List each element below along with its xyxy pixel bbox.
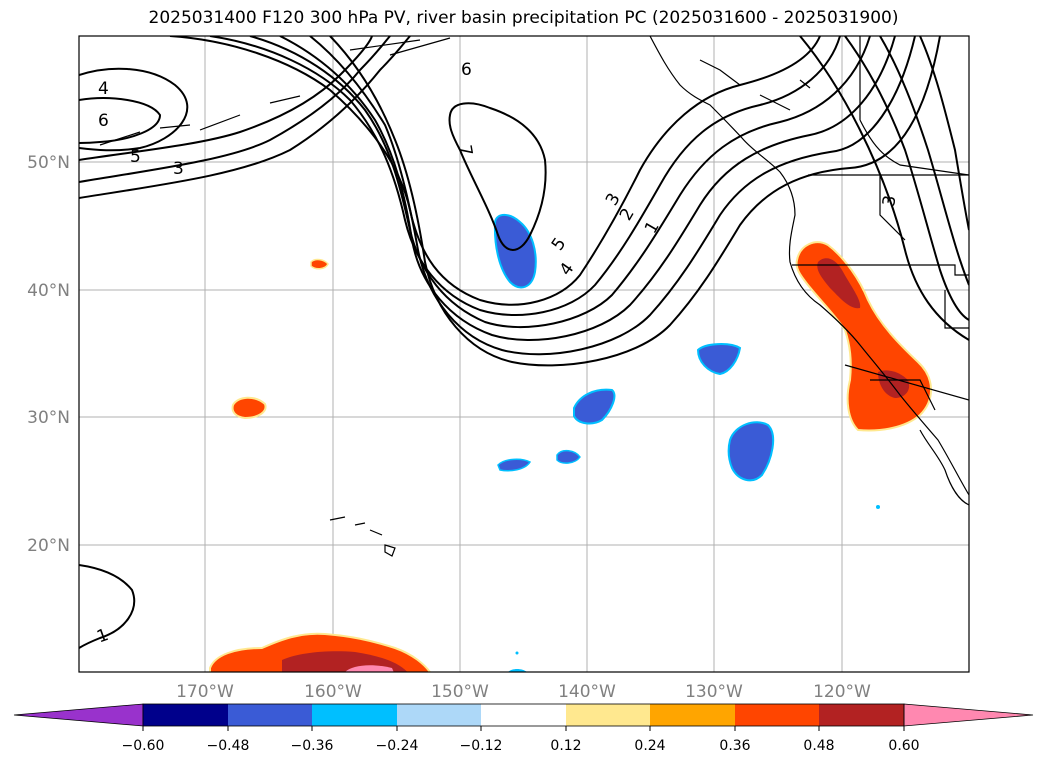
colorbar-segment [143,704,228,726]
contour-label: 5 [548,234,571,254]
colorbar-tick-label: 0.36 [719,738,750,754]
contour-label: 6 [98,111,109,131]
colorbar-segment [819,704,904,726]
colorbar-tick-label: −0.24 [376,738,419,754]
map-panel: 4 6 5 3 6 7 5 4 3 2 1 3 1 [79,36,969,672]
contour-label: 6 [461,60,472,80]
contour-label: 4 [98,79,109,99]
lon-labels: 170°W 160°W 150°W 140°W 130°W 120°W [176,682,871,702]
lat-label: 20°N [27,536,70,556]
colorbar-tick-label: −0.60 [122,738,165,754]
colorbar-tick-label: 0.12 [550,738,581,754]
map-title: 2025031400 F120 300 hPa PV, river basin … [148,8,899,28]
colorbar-segment [735,704,819,726]
positive-precip-areas [209,241,932,672]
contour-label: 4 [556,259,579,279]
colorbar-segment [481,704,566,726]
colorbar-tick-labels: −0.60 −0.48 −0.36 −0.24 −0.12 0.12 0.24 … [122,738,920,754]
lon-label: 130°W [685,682,743,702]
lat-label: 50°N [27,153,70,173]
contour-label: 7 [454,143,476,157]
negative-precip-areas [493,213,880,672]
colorbar-segment [650,704,735,726]
colorbar-segment [397,704,481,726]
colorbar-segment [228,704,312,726]
colorbar-segment [312,704,397,726]
lat-labels: 50°N 40°N 30°N 20°N [27,153,70,556]
contour-label: 1 [94,625,111,647]
lat-label: 40°N [27,281,70,301]
colorbar-tick-label: −0.36 [291,738,334,754]
colorbar-tick-label: −0.48 [207,738,250,754]
lat-label: 30°N [27,408,70,428]
colorbar-segment [566,704,650,726]
contour-label: 5 [130,147,141,167]
contour-label: 3 [879,194,901,208]
colorbar-tick-label: 0.48 [803,738,834,754]
pv-contours [79,36,969,649]
lon-label: 160°W [304,682,362,702]
colorbar-tick-label: −0.12 [460,738,503,754]
lon-label: 140°W [558,682,616,702]
lon-label: 150°W [431,682,489,702]
lon-label: 170°W [176,682,234,702]
contour-labels: 4 6 5 3 6 7 5 4 3 2 1 3 1 [94,60,900,647]
colorbar: −0.60 −0.48 −0.36 −0.24 −0.12 0.12 0.24 … [13,703,1034,754]
map-frame [78,35,970,673]
contour-label: 3 [173,159,184,179]
contour-label: 1 [641,218,664,237]
coastlines [99,36,969,557]
colorbar-tick-label: 0.24 [634,738,665,754]
colorbar-extend-left [13,703,144,727]
colorbar-tick-label: 0.60 [888,738,919,754]
contour-label: 2 [616,205,639,224]
colorbar-extend-right [903,703,1034,727]
lon-label: 120°W [813,682,871,702]
